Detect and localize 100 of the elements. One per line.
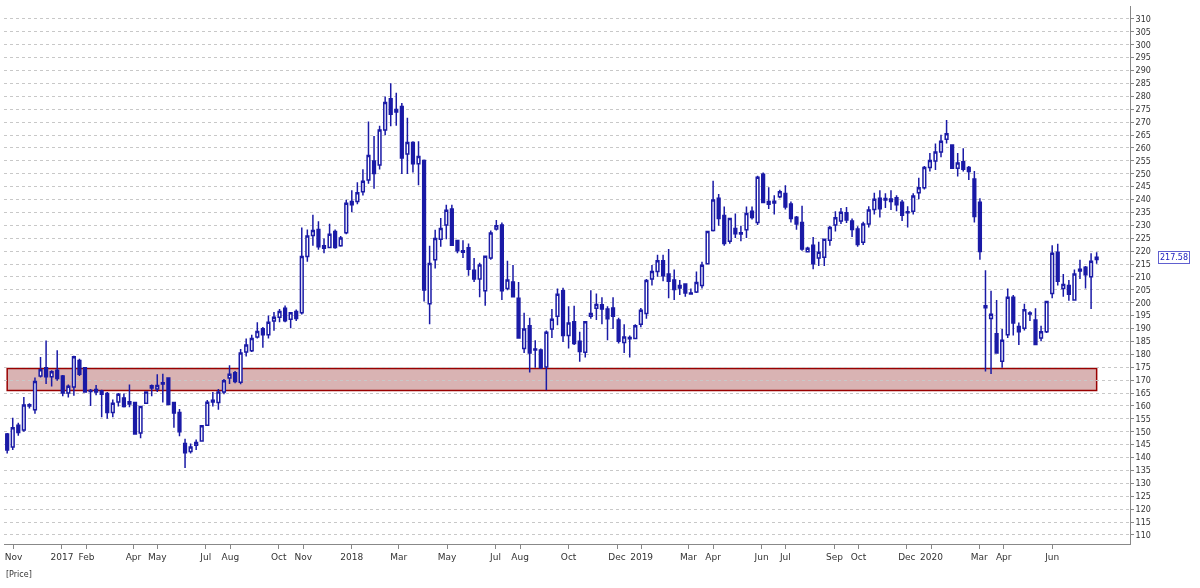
y-tick-label: 310 [1135, 14, 1151, 24]
y-tick-label: 110 [1135, 530, 1151, 540]
y-tick-label: 270 [1135, 117, 1151, 127]
candlestick [444, 203, 449, 241]
candlestick [5, 432, 10, 455]
y-tick-label: 135 [1135, 466, 1151, 476]
x-tick-label: Mar [680, 551, 698, 562]
y-tick-label: 240 [1135, 195, 1151, 205]
y-tick-label: 225 [1135, 234, 1151, 244]
candlestick [711, 179, 716, 233]
x-tick-label: Aug [511, 551, 529, 562]
y-tick-label: 165 [1135, 388, 1151, 398]
y-tick-label: 290 [1135, 66, 1151, 76]
x-tick-label: Jul [489, 551, 501, 562]
x-tick-label: Mar [970, 551, 988, 562]
candlestick [488, 229, 493, 261]
x-tick-label: Apr [125, 551, 142, 562]
candlestick [549, 308, 555, 339]
x-tick-label: Sep [826, 551, 844, 562]
candlestick [116, 392, 121, 408]
y-tick-label: 280 [1135, 92, 1151, 102]
y-tick-label: 130 [1135, 479, 1151, 489]
y-tick-label: 210 [1135, 272, 1151, 282]
y-tick-label: 235 [1135, 208, 1151, 218]
candlestick [427, 244, 432, 325]
candlestick [438, 217, 443, 248]
candlestick [494, 219, 499, 232]
y-tick-label: 190 [1135, 324, 1151, 334]
x-tick-label: Jul [199, 551, 212, 562]
candlestick [594, 292, 599, 321]
candlestick [344, 199, 349, 236]
candlestick [1050, 244, 1055, 300]
text: 217.58 [1160, 253, 1188, 262]
y-tick-label: 220 [1135, 246, 1151, 256]
x-tick-label: Jun [753, 551, 769, 562]
x-tick-label: Aug [221, 551, 240, 562]
y-tick-label: 160 [1135, 401, 1151, 411]
candlestick [255, 321, 260, 340]
candlestick [249, 333, 254, 353]
y-tick-label: 305 [1135, 27, 1151, 37]
y-tick-label: 150 [1135, 427, 1151, 437]
x-tick-label: Oct [560, 551, 577, 562]
candlestick [188, 442, 193, 455]
y-tick-label: 265 [1135, 130, 1151, 140]
y-tick-label: 155 [1135, 414, 1151, 424]
x-tick-label: Apr [995, 551, 1012, 562]
candlestick [338, 235, 343, 248]
y-tick-label: 170 [1135, 375, 1151, 385]
x-tick-label: Jul [778, 551, 791, 562]
x-tick-label: Nov [294, 551, 313, 562]
candlestick [194, 438, 199, 451]
candlestick [983, 269, 988, 373]
text: [Price] [6, 570, 32, 579]
candlestick [110, 398, 115, 419]
y-tick-label: 115 [1135, 517, 1151, 527]
y-tick-label: 300 [1135, 40, 1151, 50]
candlestick [944, 119, 949, 145]
x-tick-label: Dec [898, 551, 916, 562]
x-tick-label: Nov [4, 551, 23, 562]
candlestick [1055, 242, 1060, 287]
y-tick-label: 180 [1135, 350, 1151, 360]
y-tick-label: 125 [1135, 492, 1151, 502]
x-tick-label: 2018 [340, 551, 364, 562]
candlestick [977, 197, 983, 261]
x-tick-label: Apr [705, 551, 722, 562]
x-tick-label: May [147, 551, 168, 562]
y-tick-label: 205 [1135, 285, 1151, 295]
y-tick-label: 195 [1135, 311, 1151, 321]
x-tick-label: 2017 [50, 551, 74, 562]
y-tick-label: 215 [1135, 259, 1151, 269]
y-tick-label: 295 [1135, 53, 1151, 63]
x-tick-label: Dec [608, 551, 626, 562]
x-tick-label: 2019 [630, 551, 654, 562]
candlestick [988, 290, 994, 375]
candlestick [1061, 273, 1066, 298]
y-tick-label: 275 [1135, 105, 1151, 115]
y-tick-label: 250 [1135, 169, 1151, 179]
candlestick [182, 437, 188, 469]
y-tick-label: 260 [1135, 143, 1151, 153]
y-tick-label: 140 [1135, 453, 1151, 463]
x-tick-label: Mar [390, 551, 408, 562]
candlestick [588, 289, 593, 320]
y-tick-label: 145 [1135, 440, 1151, 450]
candlestick [1094, 251, 1099, 265]
candlestick [950, 143, 955, 170]
x-tick-label: May [437, 551, 458, 562]
candlestick [972, 170, 977, 224]
x-tick-label: Feb [78, 551, 95, 562]
x-tick-label: Jun [1044, 551, 1060, 562]
y-tick-label: 185 [1135, 337, 1151, 347]
candlestick [705, 230, 710, 266]
y-tick-label: 200 [1135, 298, 1151, 308]
candlestick [738, 225, 744, 243]
candlestick [144, 390, 149, 405]
y-tick-label: 245 [1135, 182, 1151, 192]
candlestick [433, 228, 438, 270]
y-tick-label: 285 [1135, 79, 1151, 89]
y-tick-label: 255 [1135, 156, 1151, 166]
candlestick [966, 165, 971, 181]
x-tick-label: 2020 [920, 551, 944, 562]
